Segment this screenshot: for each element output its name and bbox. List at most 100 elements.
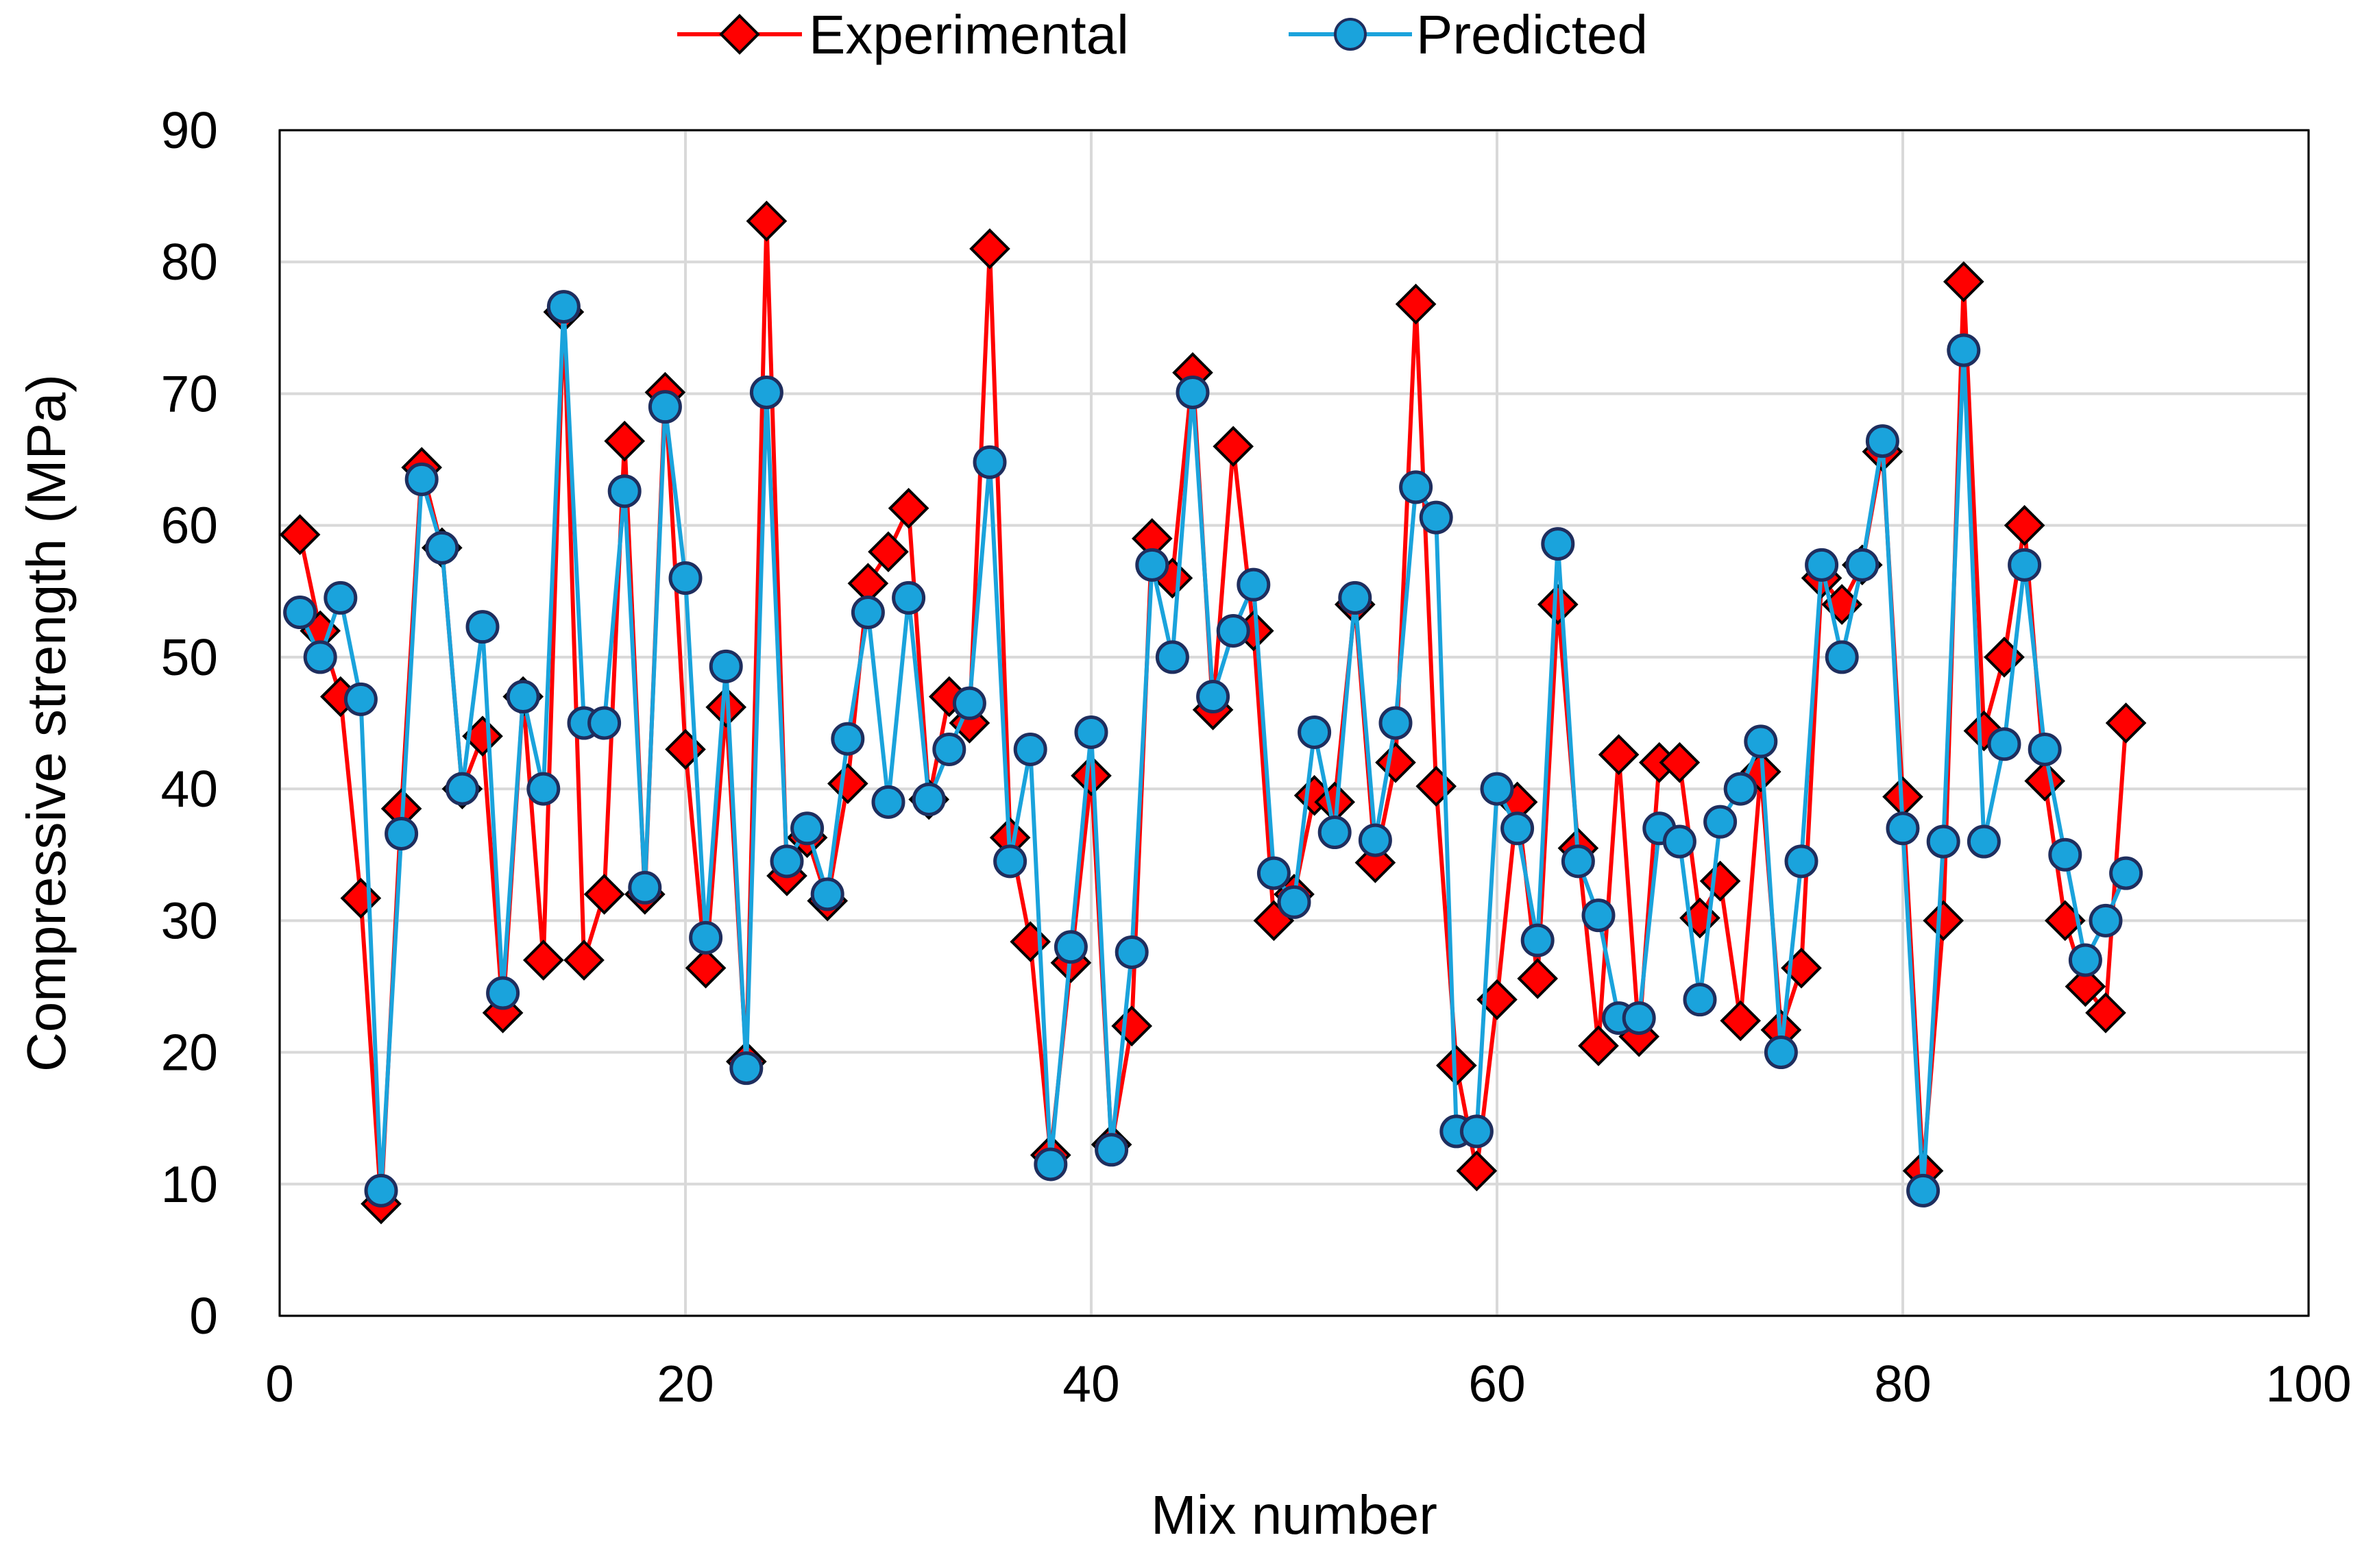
- predicted-point: [385, 816, 419, 850]
- series-layer: [279, 200, 2147, 1225]
- y-tick-label: 30: [161, 892, 218, 949]
- predicted-point: [1155, 640, 1189, 674]
- experimental-point: [868, 531, 909, 572]
- experimental-point: [604, 420, 646, 462]
- predicted-point: [2008, 548, 2042, 582]
- predicted-point: [1987, 727, 2021, 761]
- predicted-point: [1805, 548, 1839, 582]
- predicted-point: [648, 390, 682, 424]
- predicted-point: [1115, 935, 1149, 969]
- y-tick-label: 0: [189, 1287, 218, 1345]
- predicted-point: [729, 1051, 764, 1086]
- predicted-point: [1277, 885, 1311, 919]
- experimental-point: [2004, 504, 2045, 546]
- predicted-point: [526, 772, 561, 806]
- predicted-point: [1703, 805, 1738, 839]
- predicted-point: [1744, 724, 1778, 759]
- legend-predicted-marker: [1334, 18, 1367, 51]
- predicted-point: [2089, 903, 2123, 938]
- predicted-point: [790, 811, 825, 846]
- experimental-point: [1213, 426, 1254, 467]
- predicted-point: [810, 877, 844, 911]
- predicted-point: [445, 772, 479, 806]
- predicted-point: [1378, 706, 1413, 740]
- predicted-point: [851, 596, 885, 630]
- predicted-point: [2048, 837, 2082, 872]
- x-tick-label: 20: [657, 1355, 714, 1412]
- predicted-point: [1541, 527, 1575, 561]
- predicted-point: [689, 920, 723, 955]
- predicted-point: [2109, 856, 2143, 890]
- experimental-point: [705, 687, 747, 728]
- legend-item-experimental: Experimental: [677, 4, 1129, 65]
- experimental-point: [1395, 283, 1437, 325]
- predicted-point: [1865, 424, 1899, 458]
- experimental-point: [1415, 765, 1457, 807]
- y-tick-label: 90: [161, 101, 218, 159]
- predicted-point: [324, 580, 358, 615]
- experimental-point: [2024, 760, 2066, 802]
- experimental-point: [1537, 584, 1579, 625]
- predicted-point: [1034, 1147, 1068, 1181]
- experimental-point: [969, 228, 1010, 269]
- legend-predicted-label: Predicted: [1416, 4, 1648, 65]
- y-tick-label: 50: [161, 628, 218, 686]
- experimental-point: [1111, 1005, 1153, 1046]
- predicted-point: [486, 976, 520, 1010]
- predicted-point: [1967, 824, 2001, 859]
- predicted-line: [297, 304, 2128, 1193]
- predicted-point: [1581, 898, 1616, 933]
- predicted-point: [1176, 376, 1210, 410]
- predicted-point: [1500, 811, 1535, 846]
- experimental-point: [1720, 1000, 1762, 1042]
- x-tick-label: 80: [1874, 1355, 1931, 1412]
- y-axis-title: Compressive strength (MPa): [16, 374, 77, 1072]
- predicted-point: [1947, 333, 1981, 367]
- predicted-point: [1480, 772, 1514, 806]
- predicted-point: [1520, 923, 1555, 957]
- experimental-point: [2085, 992, 2126, 1033]
- predicted-point: [1013, 732, 1047, 766]
- predicted-point: [932, 732, 966, 766]
- x-tick-label: 40: [1062, 1355, 1119, 1412]
- experimental-point: [1923, 900, 1964, 942]
- legend-experimental-label: Experimental: [809, 4, 1129, 65]
- predicted-point: [952, 686, 986, 720]
- predicted-point: [1298, 715, 1332, 749]
- x-tick-label: 0: [265, 1355, 294, 1412]
- predicted-point: [1358, 823, 1392, 857]
- predicted-point: [1764, 1036, 1798, 1070]
- experimental-point: [827, 763, 868, 805]
- x-tick-label: 60: [1468, 1355, 1525, 1412]
- predicted-point: [1338, 580, 1372, 615]
- y-tick-label: 70: [161, 365, 218, 422]
- predicted-point: [1683, 983, 1717, 1017]
- predicted-point: [1622, 1001, 1656, 1036]
- experimental-point: [2065, 966, 2106, 1007]
- predicted-point: [1459, 1114, 1494, 1149]
- predicted-point: [546, 290, 581, 324]
- predicted-point: [749, 376, 783, 410]
- experimental-point: [1699, 860, 1741, 902]
- experimental-point: [1578, 1025, 1619, 1066]
- predicted-point: [668, 561, 703, 596]
- predicted-point: [506, 680, 540, 714]
- experimental-point: [279, 514, 321, 555]
- predicted-point: [1054, 930, 1088, 964]
- experimental-point: [685, 947, 727, 989]
- experimental-point: [522, 940, 564, 981]
- predicted-point: [1095, 1133, 1129, 1167]
- predicted-point: [1926, 824, 1960, 859]
- predicted-point: [1256, 856, 1291, 890]
- tick-labels: 0 10 20 30 40 50 60 70 80 90 0 20 40 60 80 100: [161, 101, 2352, 1412]
- predicted-point: [587, 706, 622, 740]
- experimental-point: [1598, 734, 1640, 775]
- predicted-point: [1135, 548, 1169, 582]
- experimental-point: [1517, 958, 1559, 999]
- predicted-point: [1399, 470, 1433, 504]
- experimental-point: [1071, 755, 1112, 796]
- x-tick-label: 100: [2265, 1355, 2351, 1412]
- experimental-point: [746, 200, 788, 242]
- plot-frame: [278, 129, 2310, 1317]
